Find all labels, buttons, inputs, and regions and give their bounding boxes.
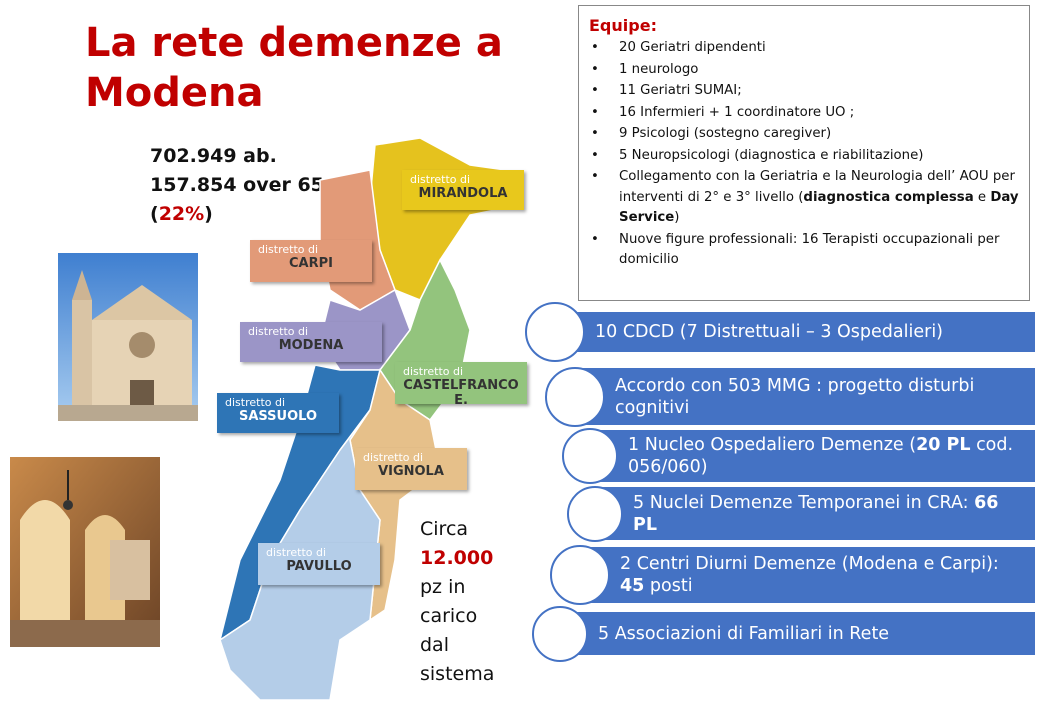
service-item: 2 Centri Diurni Demenze (Modena e Carpi)… (580, 547, 1035, 603)
district-prefix: distretto di (248, 325, 374, 338)
equipe-item: Nuove figure professionali: 16 Terapisti… (619, 230, 1021, 271)
district-name: VIGNOLA (363, 464, 459, 479)
cathedral-photo (58, 253, 198, 421)
patients-line: pz in (420, 573, 494, 602)
text-segment: 20 PL (916, 435, 970, 455)
district-name: SASSUOLO (225, 409, 331, 424)
text-segment: Nuove figure professionali: 16 Terapisti… (619, 232, 999, 268)
service-item: 1 Nucleo Ospedaliero Demenze (20 PL cod.… (590, 430, 1035, 482)
equipe-item: 5 Neuropsicologi (diagnostica e riabilit… (619, 146, 1021, 167)
text-segment: posti (644, 576, 692, 596)
text-segment: sistema (420, 663, 494, 685)
district-prefix: distretto di (225, 396, 331, 409)
text-segment: 11 Geriatri SUMAI; (619, 83, 742, 98)
service-text: Accordo con 503 MMG : progetto disturbi … (615, 375, 1025, 419)
text-segment: 2 Centri Diurni Demenze (Modena e Carpi)… (620, 554, 999, 574)
text-segment: 12.000 (420, 547, 493, 569)
equipe-item: Collegamento con la Geriatria e la Neuro… (619, 167, 1021, 229)
service-circle (532, 606, 588, 662)
equipe-box: Equipe: 20 Geriatri dipendenti 1 neurolog… (578, 5, 1030, 301)
text-segment: Accordo con 503 MMG : progetto disturbi … (615, 376, 974, 418)
service-circle (525, 302, 585, 362)
text-segment: 20 Geriatri dipendenti (619, 40, 766, 55)
text-segment: carico (420, 605, 477, 627)
service-circle (567, 486, 623, 542)
equipe-item: 16 Infermieri + 1 coordinatore UO ; (619, 103, 1021, 124)
service-item: 10 CDCD (7 Distrettuali – 3 Ospedalieri) (555, 312, 1035, 352)
patients-line: 12.000 (420, 544, 494, 573)
text-segment: 45 (620, 576, 644, 596)
patients-line: Circa (420, 515, 494, 544)
patients-note: Circa 12.000 pz in carico dal sistema (420, 515, 494, 689)
patients-line: carico (420, 602, 494, 631)
equipe-list: 20 Geriatri dipendenti 1 neurologo 11 Geri… (589, 38, 1021, 271)
text-segment: 5 Neuropsicologi (diagnostica e riabilit… (619, 148, 923, 163)
portico-photo (10, 457, 160, 647)
district-name: MODENA (248, 338, 374, 353)
service-circle (545, 367, 605, 427)
equipe-item: 1 neurologo (619, 60, 1021, 81)
slide: La rete demenze a Modena 702.949 ab.157.… (0, 0, 1042, 702)
service-circle (562, 428, 618, 484)
service-circle (550, 545, 610, 605)
equipe-title: Equipe: (589, 16, 1021, 35)
text-segment: dal (420, 634, 449, 656)
text-segment: 5 Associazioni di Familiari in Rete (598, 624, 889, 644)
text-segment: Circa (420, 518, 468, 540)
service-item: 5 Nuclei Demenze Temporanei in CRA: 66 P… (595, 487, 1035, 540)
equipe-item: 9 Psicologi (sostegno caregiver) (619, 124, 1021, 145)
district-name: CASTELFRANCO E. (403, 378, 519, 408)
district-prefix: distretto di (363, 451, 459, 464)
service-text: 1 Nucleo Ospedaliero Demenze (20 PL cod.… (628, 434, 1025, 478)
district-name: PAVULLO (266, 559, 372, 574)
text-segment: 16 Infermieri + 1 coordinatore UO ; (619, 105, 854, 120)
service-text: 5 Nuclei Demenze Temporanei in CRA: 66 P… (633, 492, 1025, 536)
service-text: 5 Associazioni di Familiari in Rete (598, 623, 889, 645)
text-segment: 10 CDCD (7 Distrettuali – 3 Ospedalieri) (595, 322, 943, 342)
equipe-item: 11 Geriatri SUMAI; (619, 81, 1021, 102)
text-segment: ) (674, 210, 679, 225)
district-prefix: distretto di (266, 546, 372, 559)
district-prefix: distretto di (403, 365, 519, 378)
patients-line: sistema (420, 660, 494, 689)
text-segment: 9 Psicologi (sostegno caregiver) (619, 126, 831, 141)
service-text: 2 Centri Diurni Demenze (Modena e Carpi)… (620, 553, 1025, 597)
service-item: Accordo con 503 MMG : progetto disturbi … (575, 368, 1035, 425)
text-segment: diagnostica complessa (803, 190, 973, 205)
district-prefix: distretto di (258, 243, 364, 256)
equipe-item: 20 Geriatri dipendenti (619, 38, 1021, 59)
district-name: CARPI (258, 256, 364, 271)
service-item: 5 Associazioni di Familiari in Rete (560, 612, 1035, 655)
text-segment: 5 Nuclei Demenze Temporanei in CRA: (633, 493, 974, 513)
text-segment: e (974, 190, 991, 205)
text-segment: pz in (420, 576, 465, 598)
text-segment: 1 neurologo (619, 62, 698, 77)
district-prefix: distretto di (410, 173, 516, 186)
patients-line: dal (420, 631, 494, 660)
service-text: 10 CDCD (7 Distrettuali – 3 Ospedalieri) (595, 321, 943, 343)
text-segment: 1 Nucleo Ospedaliero Demenze ( (628, 435, 916, 455)
district-name: MIRANDOLA (410, 186, 516, 201)
